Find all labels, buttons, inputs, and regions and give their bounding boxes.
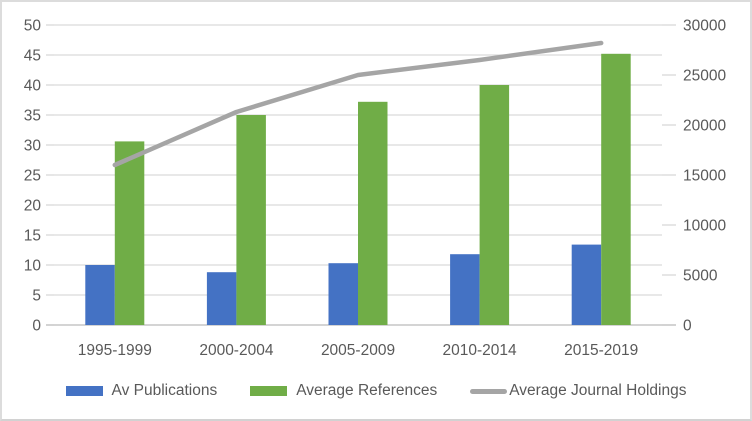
x-axis-label: 2000-2004 xyxy=(199,342,274,359)
legend-label-average-journal-holdings: Average Journal Holdings xyxy=(509,382,687,399)
bar-av-publications-2010-2014 xyxy=(450,254,480,325)
bar-average-references-1995-1999 xyxy=(114,141,145,325)
legend-swatch-av-publications-icon xyxy=(65,386,103,396)
x-axis-label: 2015-2019 xyxy=(564,342,638,359)
bar-av-publications-1995-1999 xyxy=(85,265,115,325)
bar-average-references-2005-2009 xyxy=(358,101,388,325)
y-axis-right-tick-label: 25000 xyxy=(683,68,726,85)
y-axis-left-tick-label: 0 xyxy=(32,318,41,335)
y-axis-left-tick-label: 35 xyxy=(24,108,41,125)
y-axis-left-tick-label: 50 xyxy=(24,18,42,35)
legend-swatch-average-references-icon xyxy=(250,386,288,396)
line-average-journal-holdings xyxy=(112,40,604,168)
legend-swatch-average-journal-holdings-icon xyxy=(470,388,508,394)
bar-average-references-2015-2019 xyxy=(601,53,631,326)
x-axis-label: 2010-2014 xyxy=(443,342,518,359)
bar-average-references-2000-2004 xyxy=(236,115,266,325)
legend-label-average-references: Average References xyxy=(296,382,438,399)
legend-item-av-publications: Av Publications xyxy=(65,382,218,400)
bar-av-publications-2000-2004 xyxy=(206,272,237,325)
y-axis-right-tick-label: 10000 xyxy=(683,218,726,235)
legend-item-average-journal-holdings: Average Journal Holdings xyxy=(470,382,686,400)
y-axis-left-tick-label: 10 xyxy=(24,258,42,275)
y-axis-right-tick-label: 5000 xyxy=(683,268,718,285)
x-axis-label: 1995-1999 xyxy=(78,342,152,359)
x-axis-label: 2005-2009 xyxy=(321,342,395,359)
y-axis-left-tick-label: 40 xyxy=(24,78,42,95)
legend-label-av-publications: Av Publications xyxy=(111,382,218,399)
y-axis-left-tick-label: 25 xyxy=(24,168,41,185)
y-axis-right-tick-label: 0 xyxy=(683,318,692,335)
y-axis-left-tick-label: 45 xyxy=(24,48,41,65)
y-axis-right-tick-label: 15000 xyxy=(683,168,726,185)
combo-chart: 0 5 10 15 20 25 30 35 40 45 50 0 5000 10000 15000 20000… xyxy=(24,18,727,360)
y-axis-left-tick-label: 30 xyxy=(24,138,42,155)
bar-av-publications-2015-2019 xyxy=(571,244,602,325)
y-axis-left-tick-label: 20 xyxy=(24,198,42,215)
y-axis-right-tick-label: 20000 xyxy=(683,118,726,135)
y-axis-left-tick-label: 5 xyxy=(32,288,41,305)
bar-av-publications-2005-2009 xyxy=(328,263,358,325)
chart-legend: Av Publications Average References Avera… xyxy=(2,376,750,406)
y-axis-left-tick-label: 15 xyxy=(24,228,41,245)
y-axis-right-tick-label: 30000 xyxy=(683,18,726,35)
bar-average-references-2010-2014 xyxy=(479,85,510,325)
legend-item-average-references: Average References xyxy=(250,382,437,400)
